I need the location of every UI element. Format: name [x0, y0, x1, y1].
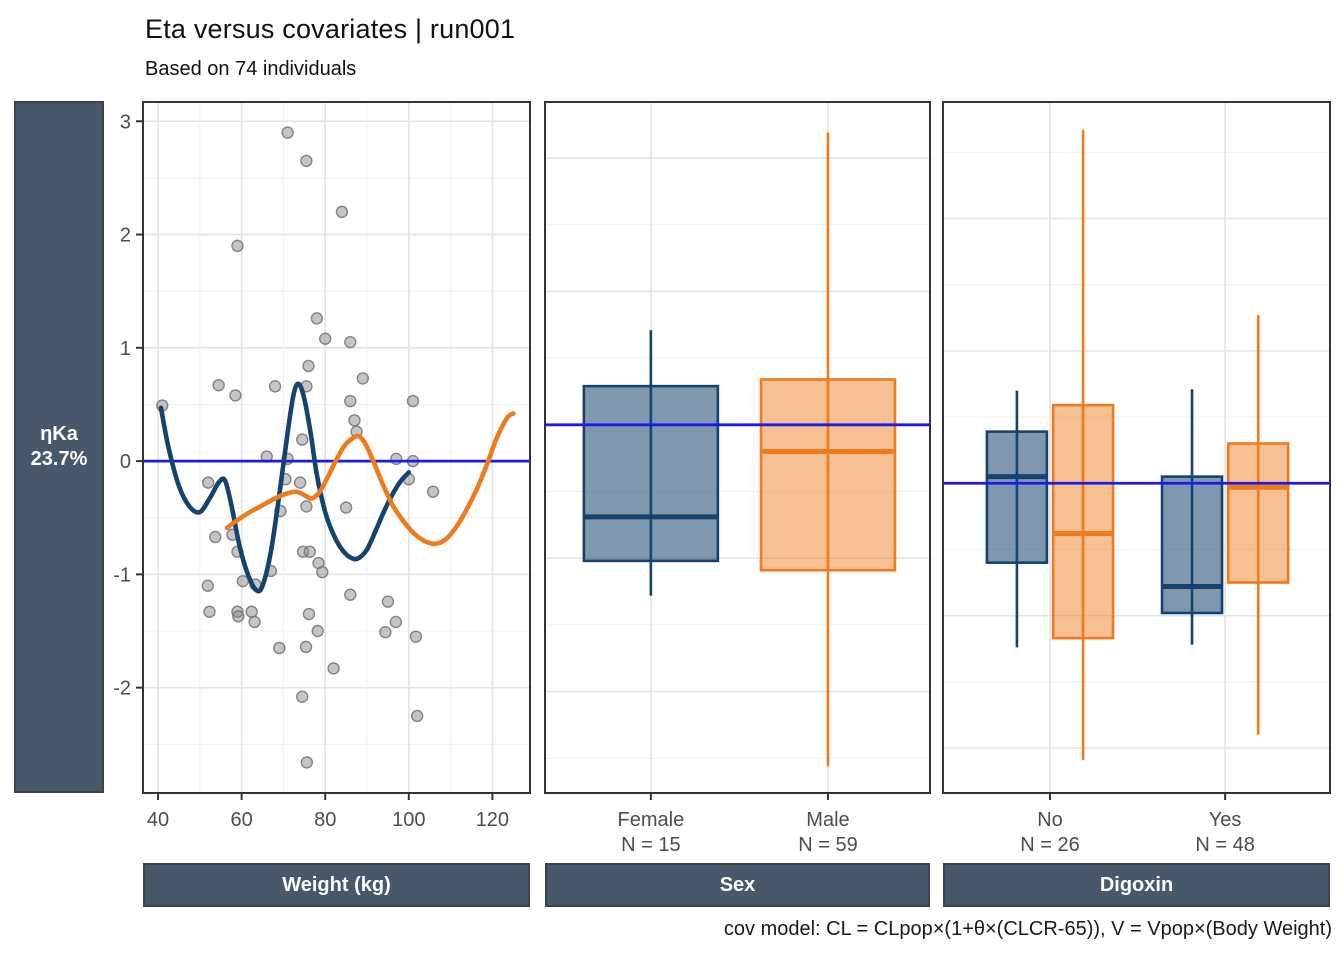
- boxplot-digoxin-Yes-navy: [1160, 389, 1224, 645]
- svg-text:120: 120: [476, 809, 509, 831]
- boxplot-digoxin-Yes-orange: [1226, 315, 1290, 735]
- svg-text:3: 3: [120, 111, 131, 133]
- svg-text:60: 60: [231, 809, 253, 831]
- svg-text:2: 2: [120, 225, 131, 247]
- facet-strip-weight-label: Weight (kg): [282, 873, 391, 896]
- boxplot-sex-Male-orange: [759, 132, 897, 767]
- svg-text:-2: -2: [113, 678, 131, 700]
- smooth-navy: [158, 381, 412, 594]
- facet-strip-sex-label: Sex: [719, 873, 756, 896]
- svg-text:N = 48: N = 48: [1195, 834, 1254, 856]
- svg-text:No: No: [1037, 809, 1063, 831]
- svg-text:-1: -1: [113, 564, 131, 586]
- boxplot-sex-Female-navy: [582, 330, 720, 596]
- model-caption: cov model: CL = CLpop×(1+θ×(CLCR-65)), V…: [723, 918, 1332, 940]
- page-title: Eta versus covariates | run001: [145, 14, 516, 44]
- panel-digoxin: No N = 26 Yes N = 48: [942, 101, 1331, 856]
- facet-strip-digoxin: Digoxin: [943, 863, 1330, 907]
- svg-text:Female: Female: [618, 809, 685, 831]
- svg-text:80: 80: [314, 809, 336, 831]
- boxplot-digoxin-No-orange: [1051, 129, 1115, 760]
- panel-sex: Female N = 15 Male N = 59: [544, 101, 931, 856]
- eta-parameter-label: ηKa: [40, 423, 78, 445]
- facet-strip-weight: Weight (kg): [143, 863, 530, 907]
- eta-parameter-shrinkage: 23.7%: [30, 448, 88, 470]
- svg-text:Male: Male: [806, 809, 849, 831]
- svg-text:Yes: Yes: [1209, 809, 1242, 831]
- facet-strip-digoxin-label: Digoxin: [1099, 873, 1174, 896]
- svg-text:40: 40: [147, 809, 169, 831]
- svg-text:1: 1: [120, 338, 131, 360]
- smooth-orange: [224, 411, 516, 547]
- boxplot-digoxin-No-navy: [985, 390, 1049, 648]
- svg-text:100: 100: [392, 809, 425, 831]
- svg-text:N = 15: N = 15: [621, 834, 680, 856]
- svg-text:N = 59: N = 59: [798, 834, 857, 856]
- facet-strip-sex: Sex: [545, 863, 930, 907]
- svg-text:N = 26: N = 26: [1020, 834, 1079, 856]
- page-subtitle: Based on 74 individuals: [145, 58, 357, 80]
- eta-parameter-strip: ηKa 23.7%: [14, 101, 104, 793]
- panel-weight: 40 60 80 100 120 3 2 1 0 -1 -2: [113, 101, 531, 831]
- svg-text:0: 0: [120, 451, 131, 473]
